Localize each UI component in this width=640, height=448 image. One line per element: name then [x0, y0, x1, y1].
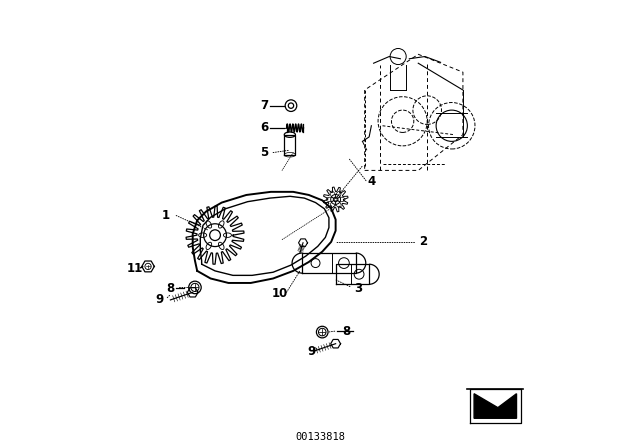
Polygon shape: [474, 394, 516, 418]
Text: 1: 1: [162, 209, 170, 222]
Text: 9: 9: [307, 345, 315, 358]
Text: 2: 2: [419, 235, 427, 248]
Text: 5: 5: [260, 146, 268, 159]
Text: 3: 3: [354, 282, 362, 295]
Text: 00133818: 00133818: [295, 432, 345, 443]
Text: 8: 8: [342, 325, 351, 338]
Text: 10: 10: [271, 287, 288, 300]
Text: 11: 11: [127, 262, 143, 275]
Text: 9: 9: [155, 293, 163, 306]
Text: 7: 7: [260, 99, 268, 112]
Text: 6: 6: [260, 121, 268, 134]
Text: 8: 8: [166, 282, 175, 295]
Text: 4: 4: [367, 175, 376, 188]
